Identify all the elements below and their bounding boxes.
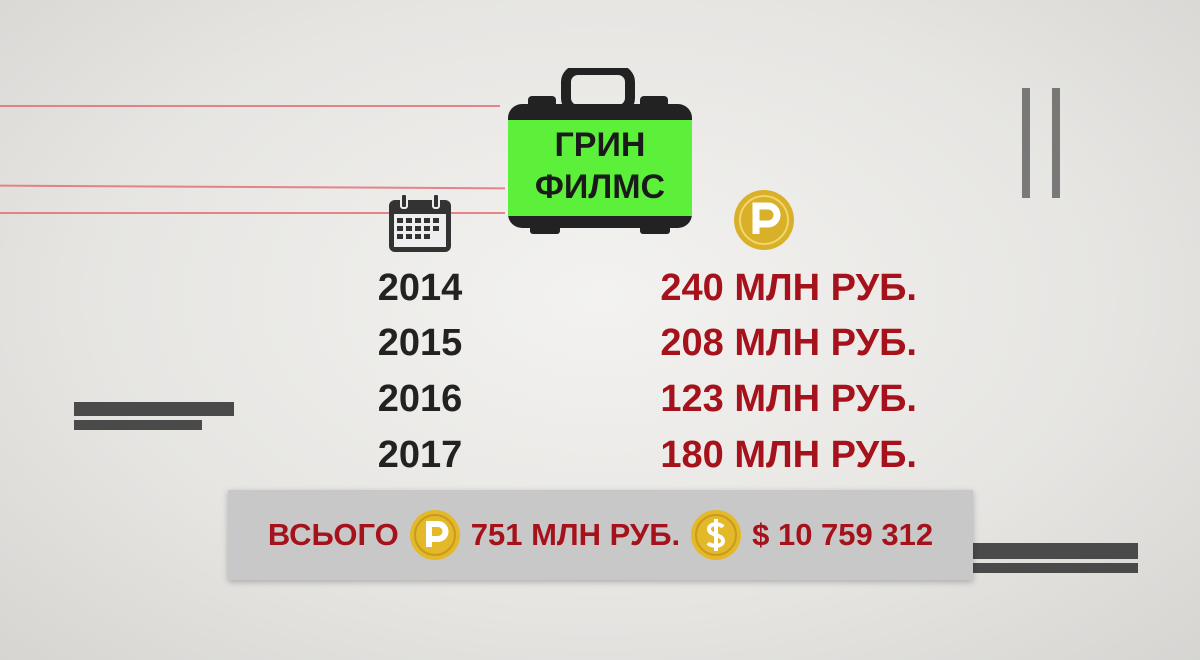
company-name-line2: ФИЛМС [534,168,666,206]
total-label: ВСЬОГО [267,517,399,552]
decor-line [0,212,505,214]
year-label: 2014 [377,267,463,309]
company-name-line1: ГРИН [554,126,646,164]
amount-label: 180 МЛН РУБ. [660,434,917,476]
total-usd: $ 10 759 312 [752,517,934,552]
amount-label: 208 МЛН РУБ. [660,322,917,364]
decor-line [0,105,500,107]
decor-line [0,184,506,190]
amount-label: 123 МЛН РУБ. [660,378,917,420]
ruble-coin-icon [732,188,796,252]
year-label: 2017 [377,434,463,476]
decor-bar [1052,88,1060,198]
decor-bar [968,543,1138,559]
decor-bar [74,402,234,416]
decor-bar [74,420,202,430]
briefcase-icon: ГРИН ФИЛМС [508,65,708,236]
decor-bar [968,563,1138,573]
total-box: ВСЬОГО 751 МЛН РУБ. $ 10 759 312 [228,490,973,580]
year-label: 2016 [377,378,463,420]
year-label: 2015 [377,322,463,364]
dollar-coin-icon [690,509,742,561]
decor-bar [1022,88,1030,198]
amount-label: 240 МЛН РУБ. [660,267,917,309]
ruble-coin-icon [409,509,461,561]
total-rub: 751 МЛН РУБ. [470,517,681,552]
calendar-icon [389,193,451,252]
